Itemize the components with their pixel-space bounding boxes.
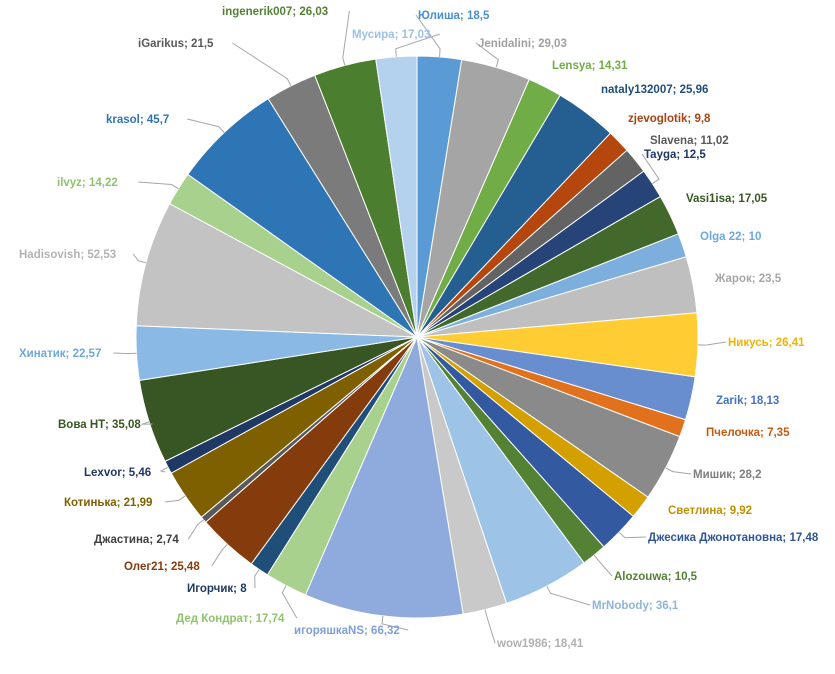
leader-line (381, 615, 409, 631)
slice-label: игоряшкаNS; 66,32 (294, 625, 400, 637)
slice-label: Alozouwa; 10,5 (614, 571, 698, 583)
leader-line (254, 569, 260, 589)
leader-line (187, 118, 225, 133)
leader-line (593, 554, 613, 577)
leader-line (113, 352, 137, 355)
leader-line (132, 253, 147, 264)
slice-label: Hadisovish; 52,53 (19, 249, 116, 261)
leader-line (484, 609, 496, 644)
leader-line (232, 42, 292, 87)
slice-label: Джастина; 2,74 (94, 534, 179, 546)
leader-line (138, 181, 179, 190)
slice-label: Юлиша; 18,5 (418, 10, 490, 22)
leader-line (475, 42, 499, 68)
slice-label: wow1986; 18,41 (496, 638, 584, 650)
leader-line (164, 495, 186, 503)
leader-line (281, 585, 298, 619)
slice-label: Котинька; 21,99 (64, 497, 152, 509)
slice-label: ilvyz; 14,22 (57, 177, 118, 189)
leader-line (665, 467, 692, 475)
leader-line (187, 519, 204, 540)
leader-line (395, 33, 440, 57)
slice-label: Никусь; 26,41 (728, 337, 805, 349)
slice-label: Хинатик; 22,57 (19, 348, 101, 360)
slice-label: Вова НТ; 35,08 (58, 419, 141, 431)
slice-label: Vasi1isa; 17,05 (686, 193, 768, 205)
slice-label: Jenidalini; 29,03 (478, 38, 567, 50)
slice-label: Slavena; 11,02 (650, 135, 729, 147)
slice-label: Светлина; 9,92 (668, 505, 752, 517)
leader-line (415, 14, 441, 57)
slice-label: Tayga; 12,5 (644, 149, 706, 161)
slice-label: Zarik; 18,13 (716, 395, 779, 407)
slice-label: Lensya; 14,31 (552, 60, 628, 72)
slice-label: ingenerik007; 26,03 (222, 6, 328, 18)
leader-line (141, 421, 153, 425)
slice-label: nataly132007; 25,96 (601, 84, 708, 96)
leader-line (641, 153, 660, 185)
slice-label: MrNobody; 36,1 (592, 600, 679, 612)
leader-line (697, 341, 727, 346)
slice-label: Жарок; 23,5 (714, 273, 782, 285)
slice-label: Олег21; 25,48 (124, 561, 200, 573)
leader-line (211, 543, 228, 567)
leader-line (342, 10, 350, 66)
slice-label: Джесика Джонотановна; 17,48 (648, 532, 819, 544)
leader-line (618, 531, 647, 539)
slice-label: Дед Кондрат; 17,74 (176, 613, 285, 625)
slice-label: Игорчик; 8 (187, 583, 247, 595)
slice-label: Lexvor; 5,46 (84, 467, 151, 479)
leader-line (159, 466, 169, 473)
slice-label: Пчелочка; 7,35 (706, 427, 790, 439)
slice-label: iGarikus; 21,5 (138, 38, 214, 50)
slice-label: zjevoglotik; 9,8 (628, 113, 711, 125)
slice-label: Olga 22; 10 (700, 231, 761, 243)
leader-line (546, 585, 591, 606)
slice-label: Мусира; 17,03 (352, 29, 430, 41)
slice-label: Мишик; 28,2 (693, 469, 761, 481)
slice-label: krasol; 45,7 (106, 114, 169, 126)
